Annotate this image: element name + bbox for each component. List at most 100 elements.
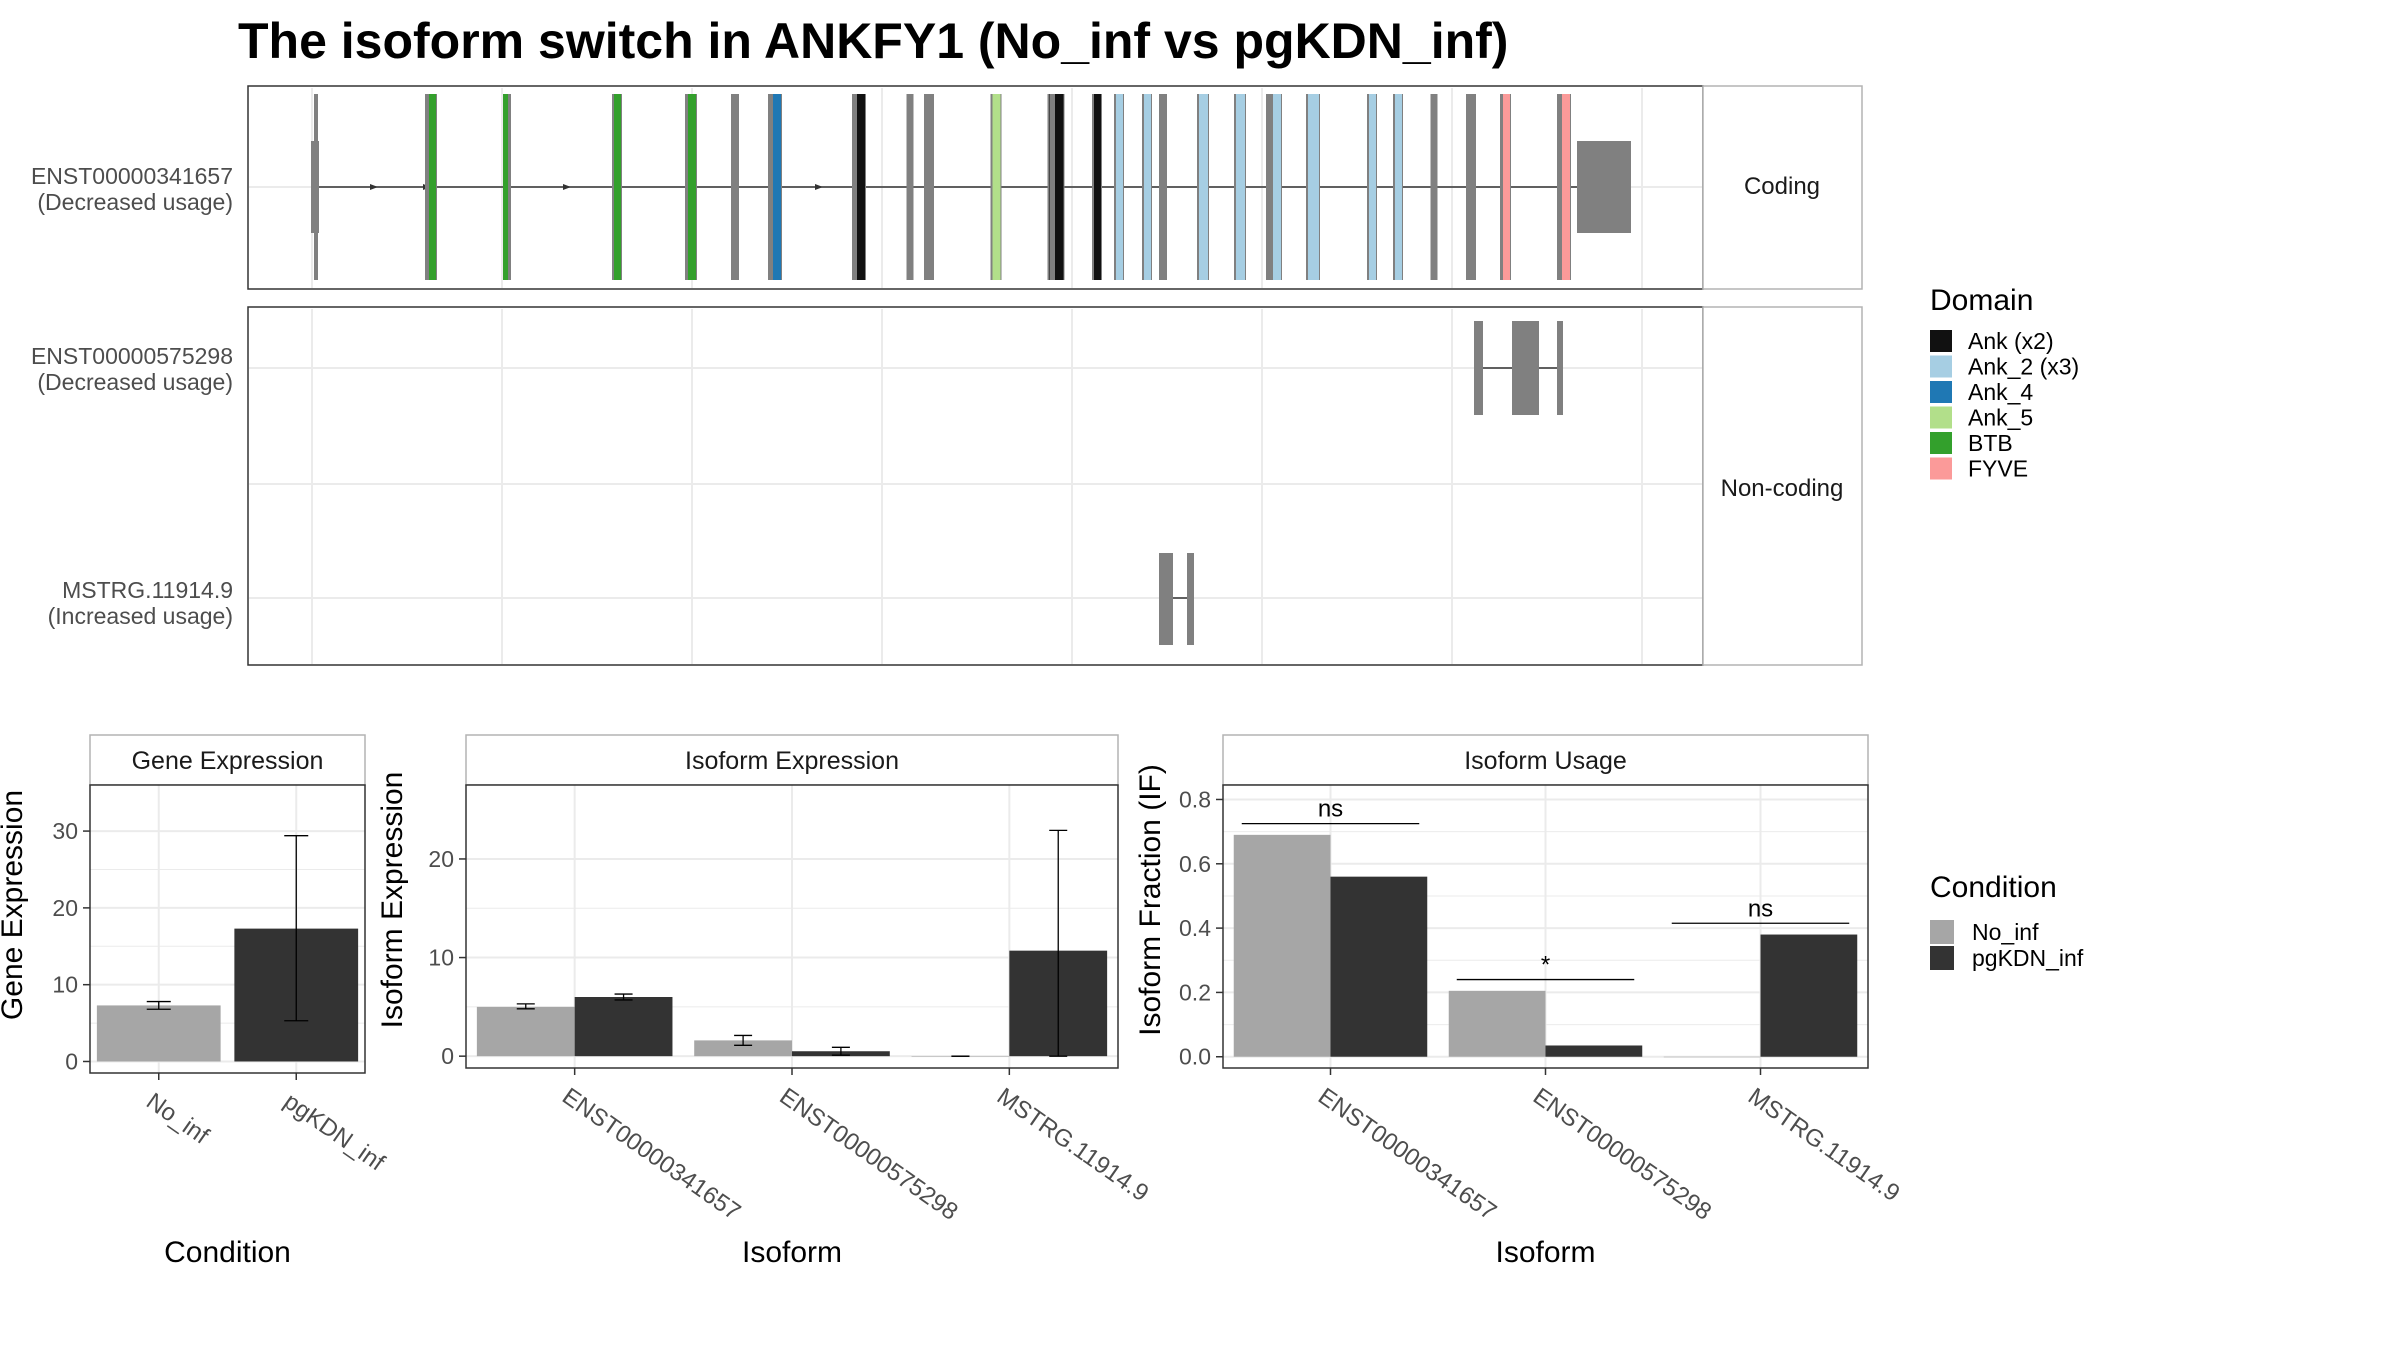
domain-legend-label: Ank_5 <box>1968 405 2033 431</box>
exon <box>1159 94 1167 280</box>
noncoding-panel: Non-coding ENST00000575298 (Decreased us… <box>31 306 1863 666</box>
domain-legend-swatch <box>1930 457 1952 480</box>
exon <box>314 94 318 280</box>
domain-legend-label: BTB <box>1968 430 2013 456</box>
exon-noncoding-part <box>769 94 773 280</box>
utr-exon <box>1577 141 1631 233</box>
strand-arrow-icon <box>815 184 823 190</box>
exon-noncoding-part <box>1268 94 1273 280</box>
gene-expression-strip-title: Gene Expression <box>132 747 324 775</box>
strand-arrow-icon <box>563 184 571 190</box>
y-tick-label: 20 <box>52 895 78 921</box>
domain-region <box>614 94 621 280</box>
condition-legend-swatch <box>1930 920 1954 944</box>
exon <box>1159 553 1173 645</box>
condition-legend-title: Condition <box>1930 871 2057 904</box>
transcript-label-mstrg-11914-9: MSTRG.11914.9 <box>62 577 233 603</box>
y-tick-label: 0.6 <box>1179 851 1211 877</box>
domain-region <box>503 94 508 280</box>
enst00000341657-structure <box>249 88 1702 288</box>
significance-label: ns <box>1318 796 1343 823</box>
y-tick-label: 0.8 <box>1179 786 1211 812</box>
gene-expression-panel-frame <box>89 784 366 1074</box>
y-tick-label: 0.0 <box>1179 1044 1211 1070</box>
y-tick-label: 0.2 <box>1179 979 1211 1005</box>
y-tick-label: 0 <box>65 1048 78 1074</box>
domain-legend-swatch <box>1930 355 1952 378</box>
transcript-note-enst00000575298: (Decreased usage) <box>37 369 233 395</box>
transcript-note-enst00000341657: (Decreased usage) <box>37 189 233 215</box>
isoform-usage-bar <box>1233 834 1331 1057</box>
coding-facet-label: Coding <box>1744 173 1820 200</box>
x-tick-label: ENST00000575298 <box>775 1083 963 1226</box>
domain-legend-swatch <box>1930 381 1952 403</box>
isoform-usage-x-axis-title: Isoform <box>1495 1236 1595 1269</box>
transcript-structure-plot: Coding ENST00000341657 (Decreased usage)… <box>31 85 1863 666</box>
domain-legend-label: Ank_4 <box>1968 379 2033 405</box>
condition-legend-swatch <box>1930 946 1954 970</box>
exon <box>1512 321 1539 415</box>
condition-legend-label: pgKDN_inf <box>1972 945 2084 971</box>
domain-legend-swatch <box>1930 432 1952 454</box>
domain-region <box>1395 94 1402 280</box>
exon-noncoding-part <box>425 94 429 280</box>
gene-expression-bar <box>96 1005 221 1062</box>
domain-region <box>1199 94 1208 280</box>
y-tick-label: 0 <box>441 1043 454 1069</box>
isoform-expression-bar <box>476 1006 575 1057</box>
exon <box>1187 553 1194 645</box>
isoform-expression-bar <box>694 1040 792 1057</box>
significance-label: * <box>1541 952 1550 979</box>
exon <box>1474 321 1483 415</box>
domain-region <box>1236 94 1245 280</box>
gene-expression-strip <box>89 734 366 786</box>
noncoding-panel-frame <box>247 306 1704 666</box>
isoform-expression-strip-title: Isoform Expression <box>685 747 899 775</box>
noncoding-facet-label: Non-coding <box>1721 475 1844 502</box>
domain-region <box>770 94 781 280</box>
isoform-usage-strip-title: Isoform Usage <box>1464 747 1627 775</box>
exon-noncoding-part <box>1500 94 1503 280</box>
transcript-note-mstrg-11914-9: (Increased usage) <box>48 603 233 629</box>
exon-noncoding-part <box>1558 94 1562 280</box>
exon <box>924 94 934 280</box>
gene-expression-x-axis-title: Condition <box>164 1236 291 1269</box>
domain-region <box>1116 94 1123 280</box>
y-tick-label: 30 <box>52 818 78 844</box>
domain-legend: Domain Ank (x2)Ank_2 (x3)Ank_4Ank_5BTBFY… <box>1930 284 2079 482</box>
x-tick-label: ENST00000341657 <box>557 1083 745 1226</box>
domain-region <box>1144 94 1151 280</box>
isoform-usage-chart: Isoform Usage ns * ns 0.0 0.2 0.4 0.6 0.8 ENST000… <box>1134 734 1905 1269</box>
domain-legend-label: Ank_2 (x3) <box>1968 354 2079 380</box>
domain-region <box>687 94 696 280</box>
x-tick-label: MSTRG.11914.9 <box>992 1083 1154 1207</box>
domain-region <box>427 94 436 280</box>
figure-title: The isoform switch in ANKFY1 (No_inf vs … <box>238 13 1508 69</box>
condition-legend-label: No_inf <box>1972 919 2039 945</box>
domain-region <box>1503 94 1510 280</box>
exon-noncoding-part <box>685 94 688 280</box>
domain-region <box>1369 94 1376 280</box>
domain-region <box>854 94 865 280</box>
isoform-usage-bar <box>1330 876 1428 1057</box>
transcript-label-enst00000575298: ENST00000575298 <box>31 343 233 369</box>
gene-expression-chart: Gene Expression 0 10 20 30 No_inf pgKDN_inf Con… <box>0 734 390 1269</box>
domain-legend-title: Domain <box>1930 284 2033 317</box>
domain-legend-label: Ank (x2) <box>1968 328 2054 354</box>
noncoding-facet-strip <box>1702 306 1863 666</box>
isoform-expression-x-axis-title: Isoform <box>742 1236 842 1269</box>
isoform-expression-strip <box>465 734 1119 786</box>
isoform-usage-bar <box>1663 1056 1761 1058</box>
exon <box>906 94 914 280</box>
exon <box>731 94 739 280</box>
isoform-expression-bar <box>574 997 673 1057</box>
isoform-expression-y-axis-title: Isoform Expression <box>376 772 409 1029</box>
x-tick-label: pgKDN_inf <box>279 1088 390 1177</box>
domain-region <box>1559 94 1570 280</box>
y-tick-label: 10 <box>428 945 454 971</box>
isoform-expression-chart: Isoform Expression 0 10 20 ENST00000341657 EN… <box>376 734 1154 1269</box>
domain-legend-swatch <box>1930 406 1952 429</box>
x-tick-label: ENST00000341657 <box>1313 1083 1501 1226</box>
exon <box>1557 321 1563 415</box>
